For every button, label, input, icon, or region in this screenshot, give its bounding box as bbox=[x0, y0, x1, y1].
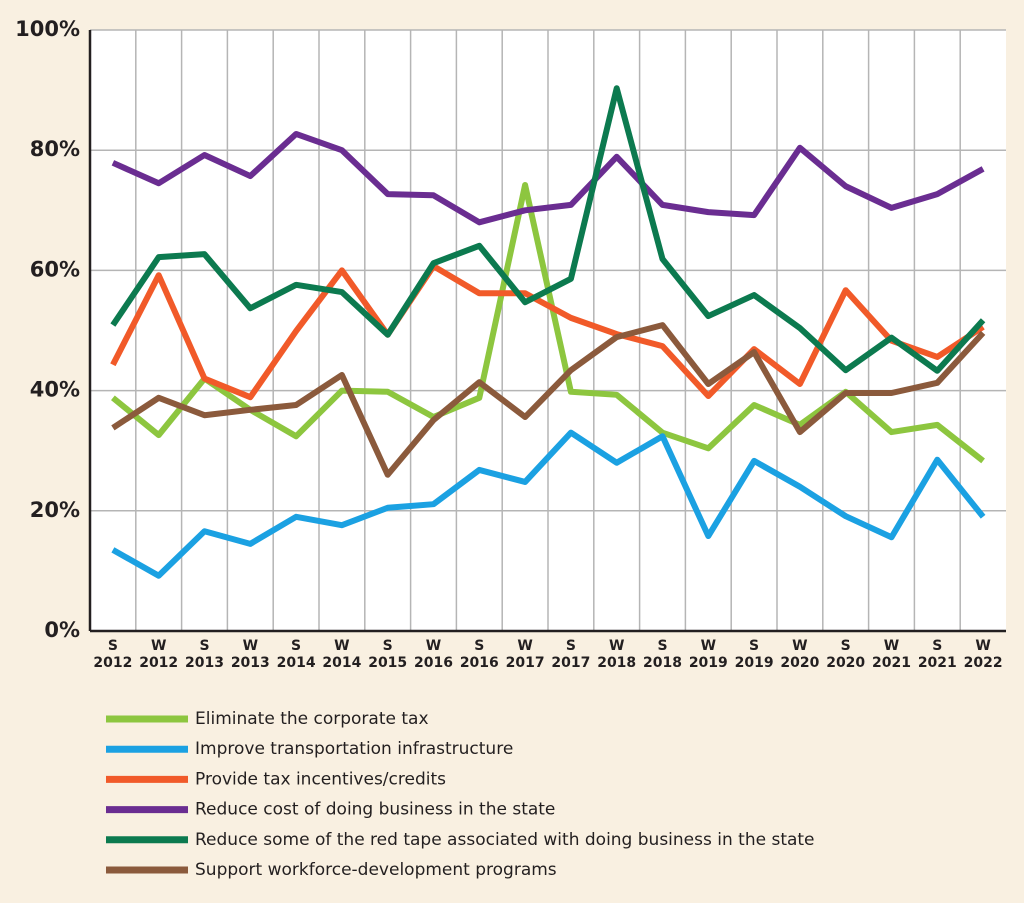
x-tick-label-line: 2016 bbox=[460, 655, 499, 671]
x-tick-label-line: W bbox=[334, 638, 349, 654]
x-tick-label: W 2019 bbox=[689, 638, 728, 671]
x-tick-label-line: W bbox=[151, 638, 166, 654]
x-tick-label-line: S bbox=[199, 638, 209, 654]
x-tick-label: S 2018 bbox=[643, 638, 682, 671]
series-line bbox=[111, 429, 986, 579]
x-tick-label: S 2019 bbox=[735, 638, 774, 671]
legend-label: Provide tax incentives/credits bbox=[195, 769, 446, 789]
x-tick-label: W 2014 bbox=[322, 638, 361, 671]
x-tick-label-line: 2013 bbox=[231, 655, 270, 671]
x-tick-label: S 2014 bbox=[277, 638, 316, 671]
legend-label: Support workforce-development programs bbox=[195, 860, 557, 880]
x-tick-label-line: S bbox=[474, 638, 484, 654]
x-tick-label-line: 2020 bbox=[826, 655, 865, 671]
x-tick-label: S 2012 bbox=[93, 638, 132, 671]
y-tick-label: 40% bbox=[30, 378, 80, 402]
x-tick-label-line: S bbox=[566, 638, 576, 654]
x-tick-label-line: 2021 bbox=[872, 655, 911, 671]
x-tick-label-line: S bbox=[932, 638, 942, 654]
x-tick-label-line: 2018 bbox=[643, 655, 682, 671]
x-tick-label-line: 2015 bbox=[368, 655, 407, 671]
x-tick-label-line: 2013 bbox=[185, 655, 224, 671]
x-tick-label-line: 2019 bbox=[735, 655, 774, 671]
x-tick-label-line: W bbox=[884, 638, 899, 654]
x-tick-label-line: S bbox=[841, 638, 851, 654]
x-tick-label-line: 2016 bbox=[414, 655, 453, 671]
legend-label: Improve transportation infrastructure bbox=[195, 739, 513, 759]
x-tick-label-line: W bbox=[426, 638, 441, 654]
series-line bbox=[110, 85, 986, 374]
series-line bbox=[111, 130, 985, 226]
x-tick-label: W 2016 bbox=[414, 638, 453, 671]
x-tick-label: W 2017 bbox=[506, 638, 545, 671]
x-tick-label: S 2021 bbox=[918, 638, 957, 671]
x-tick-label: W 2022 bbox=[964, 638, 1003, 671]
x-tick-label: W 2018 bbox=[597, 638, 636, 671]
x-tick-label: S 2016 bbox=[460, 638, 499, 671]
y-tick-label: 0% bbox=[44, 618, 80, 642]
x-tick-label-line: 2018 bbox=[597, 655, 636, 671]
legend-label: Reduce some of the red tape associated w… bbox=[195, 830, 815, 850]
x-tick-label-line: 2022 bbox=[964, 655, 1003, 671]
x-tick-label-line: 2012 bbox=[139, 655, 178, 671]
y-tick-label: 100% bbox=[15, 17, 80, 41]
x-tick-label-line: W bbox=[517, 638, 532, 654]
x-tick-label: S 2013 bbox=[185, 638, 224, 671]
x-tick-label-line: 2017 bbox=[506, 655, 545, 671]
x-tick-label-line: S bbox=[108, 638, 118, 654]
x-tick-label-line: 2012 bbox=[93, 655, 132, 671]
legend-label: Reduce cost of doing business in the sta… bbox=[195, 800, 555, 820]
x-tick-label-line: W bbox=[243, 638, 258, 654]
x-tick-label: W 2020 bbox=[780, 638, 819, 671]
x-tick-label-line: W bbox=[975, 638, 990, 654]
x-tick-label-line: 2014 bbox=[322, 655, 361, 671]
y-tick-label: 80% bbox=[30, 137, 80, 161]
legend-label: Eliminate the corporate tax bbox=[195, 709, 429, 729]
x-tick-label: W 2012 bbox=[139, 638, 178, 671]
x-tick-label: S 2020 bbox=[826, 638, 865, 671]
x-tick-label-line: S bbox=[291, 638, 301, 654]
x-tick-label: S 2017 bbox=[551, 638, 590, 671]
series-line bbox=[111, 322, 986, 478]
x-tick-label-line: S bbox=[749, 638, 759, 654]
x-tick-label-line: W bbox=[701, 638, 716, 654]
x-tick-label-line: 2019 bbox=[689, 655, 728, 671]
x-tick-label-line: W bbox=[609, 638, 624, 654]
series-line bbox=[110, 263, 985, 401]
y-tick-label: 20% bbox=[30, 498, 80, 522]
x-tick-label: W 2021 bbox=[872, 638, 911, 671]
x-tick-label-line: W bbox=[792, 638, 807, 654]
y-tick-label: 60% bbox=[30, 257, 80, 281]
x-tick-label: W 2013 bbox=[231, 638, 270, 671]
x-tick-label-line: 2014 bbox=[277, 655, 316, 671]
x-tick-label-line: 2021 bbox=[918, 655, 957, 671]
x-tick-label: S 2015 bbox=[368, 638, 407, 671]
x-tick-label-line: 2017 bbox=[551, 655, 590, 671]
x-tick-label-line: S bbox=[657, 638, 667, 654]
x-tick-label-line: S bbox=[383, 638, 393, 654]
x-tick-label-line: 2020 bbox=[780, 655, 819, 671]
